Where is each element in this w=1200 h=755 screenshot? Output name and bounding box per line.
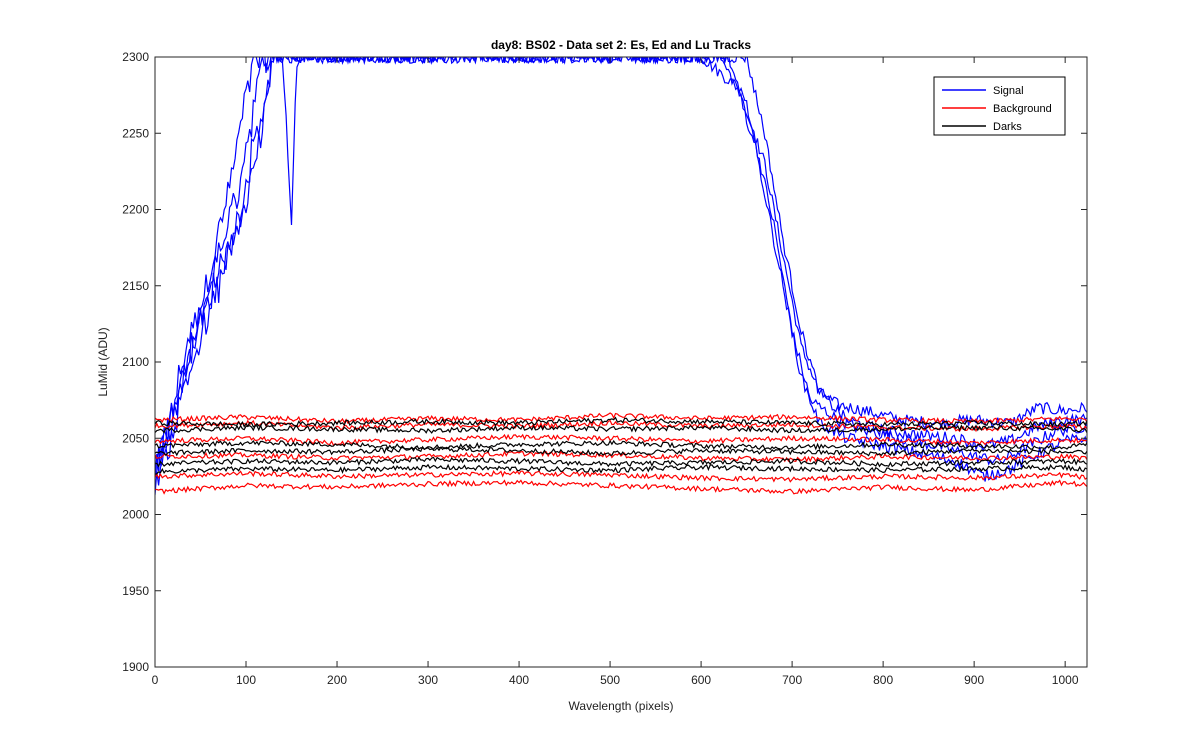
x-tick-label: 800 — [873, 673, 893, 687]
legend: Signal Background Darks — [933, 76, 1066, 136]
y-axis-label: LuMid (ADU) — [96, 327, 110, 396]
plot-area — [155, 57, 1087, 667]
series-line-signal-2 — [155, 57, 1087, 477]
x-tick-label: 0 — [152, 673, 159, 687]
y-tick-label: 2050 — [122, 431, 149, 445]
x-tick-label: 900 — [964, 673, 984, 687]
series-line-darks-14 — [155, 456, 1087, 468]
y-tick-label: 2250 — [122, 126, 149, 140]
y-tick-label: 2300 — [122, 50, 149, 64]
legend-label-background: Background — [993, 103, 1052, 115]
x-axis-label: Wavelength (pixels) — [569, 699, 674, 713]
x-tick-label: 600 — [691, 673, 711, 687]
x-tick-label: 400 — [509, 673, 529, 687]
series-line-darks-13 — [155, 445, 1087, 457]
y-tick-label: 2150 — [122, 279, 149, 293]
x-tick-label: 500 — [600, 673, 620, 687]
series-line-signal-3 — [155, 57, 1087, 496]
series-line-darks-10 — [155, 416, 1087, 428]
series-line-background-5 — [155, 419, 1087, 433]
axes-layer: 0 100 200 300 400 500 600 700 800 900 1000 1900 1950… — [122, 50, 1088, 687]
series-line-background-7 — [155, 450, 1087, 463]
series-line-background-8 — [155, 470, 1087, 483]
series-layer — [155, 57, 1087, 496]
y-tick-label: 2100 — [122, 355, 149, 369]
legend-label-signal: Signal — [993, 85, 1024, 97]
y-tick-label: 2200 — [122, 203, 149, 217]
series-line-background-4 — [155, 412, 1087, 425]
series-line-darks-15 — [155, 463, 1087, 475]
x-tick-label: 200 — [327, 673, 347, 687]
legend-label-darks: Darks — [993, 121, 1022, 133]
y-tick-label: 1950 — [122, 584, 149, 598]
series-line-background-6 — [155, 433, 1087, 447]
chart-title: day8: BS02 - Data set 2: Es, Ed and Lu T… — [491, 38, 751, 52]
y-tick-label: 2000 — [122, 508, 149, 522]
series-line-darks-12 — [155, 439, 1087, 451]
y-tick-label: 1900 — [122, 660, 149, 674]
series-line-background-9 — [155, 479, 1087, 495]
x-tick-label: 700 — [782, 673, 802, 687]
series-line-darks-11 — [155, 424, 1087, 434]
x-tick-label: 300 — [418, 673, 438, 687]
x-tick-label: 100 — [236, 673, 256, 687]
x-tick-label: 1000 — [1052, 673, 1079, 687]
